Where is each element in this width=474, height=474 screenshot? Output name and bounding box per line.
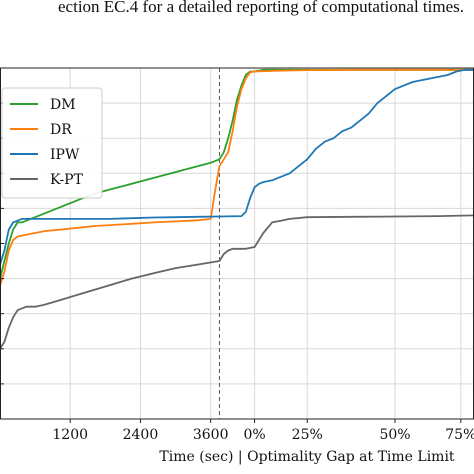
- series-line-k-pt: [0, 214, 474, 350]
- legend: DM DR IPW K-PT: [1, 87, 103, 199]
- legend-label-ipw: IPW: [50, 147, 80, 163]
- series-group: [0, 68, 474, 350]
- x-tick-label-5: 50%: [379, 427, 410, 443]
- x-tick-label-3: 0%: [243, 427, 265, 443]
- x-tick-label-0: 1200: [52, 427, 88, 443]
- legend-label-dm: DM: [50, 97, 76, 113]
- x-tick-label-2: 3600: [193, 427, 229, 443]
- series-line-dr: [0, 68, 474, 286]
- axes-group: 1200 2400 3600 0% 25% 50% 75% Time (sec) | Opti…: [0, 67, 474, 465]
- caption-text: ection EC.4 for a detailed reporting of …: [58, 0, 464, 16]
- x-tick-label-1: 2400: [123, 427, 159, 443]
- legend-label-dr: DR: [50, 122, 72, 138]
- x-tick-label-4: 25%: [292, 427, 323, 443]
- figure-caption: ection EC.4 for a detailed reporting of …: [0, 0, 474, 19]
- series-line-ipw: [0, 68, 474, 265]
- series-line-dm: [0, 68, 474, 279]
- x-tick-label-6: 75%: [445, 427, 474, 443]
- x-axis-label: Time (sec) | Optimality Gap at Time Limi…: [159, 449, 455, 465]
- legend-label-k-pt: K-PT: [50, 172, 84, 188]
- legend-box: [1, 87, 103, 199]
